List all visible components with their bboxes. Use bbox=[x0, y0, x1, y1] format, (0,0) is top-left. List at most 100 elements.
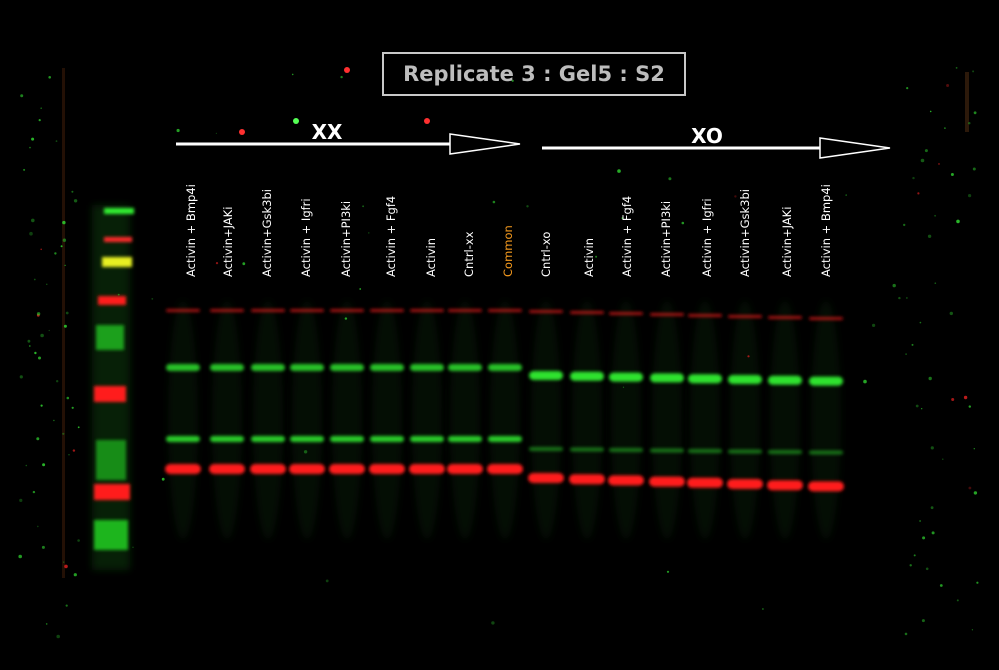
lane-label: Cntrl-xo bbox=[539, 231, 553, 277]
band bbox=[330, 309, 364, 312]
speckle bbox=[73, 573, 77, 577]
band bbox=[767, 480, 803, 491]
band bbox=[330, 436, 364, 442]
band bbox=[728, 449, 762, 454]
speckle bbox=[65, 604, 68, 607]
speckle bbox=[938, 163, 940, 165]
speckle bbox=[845, 194, 847, 196]
band bbox=[687, 477, 723, 488]
lane-label: Activin + Bmp4i bbox=[184, 184, 198, 277]
speckle bbox=[892, 283, 896, 288]
lane-label: Activin+PI3ki bbox=[659, 200, 673, 277]
speckle bbox=[927, 234, 932, 238]
speckle bbox=[368, 232, 370, 234]
band bbox=[768, 450, 802, 454]
speckle bbox=[949, 311, 953, 316]
speckle bbox=[53, 419, 55, 422]
lane-label: Activin bbox=[582, 238, 596, 277]
band bbox=[289, 464, 325, 474]
speckle bbox=[963, 395, 968, 400]
speckle bbox=[62, 432, 65, 435]
speckle bbox=[29, 231, 33, 236]
band bbox=[650, 313, 684, 316]
speckle bbox=[972, 167, 976, 171]
band bbox=[250, 464, 286, 474]
speckle bbox=[31, 137, 35, 141]
band bbox=[251, 309, 285, 312]
lane-label: Activin + Igfri bbox=[299, 198, 313, 277]
speckle bbox=[71, 406, 74, 409]
band bbox=[650, 373, 684, 383]
speckle bbox=[54, 252, 57, 255]
speckle bbox=[920, 158, 925, 163]
band bbox=[409, 464, 445, 474]
speckle bbox=[55, 140, 58, 143]
xx-arrow bbox=[176, 133, 521, 155]
speckle bbox=[944, 127, 946, 129]
speckle bbox=[40, 248, 42, 251]
speckle bbox=[906, 297, 908, 299]
speckle bbox=[38, 356, 41, 360]
speckle bbox=[46, 283, 48, 285]
speckle bbox=[71, 190, 74, 193]
speckle bbox=[930, 506, 934, 510]
band bbox=[210, 364, 244, 371]
speckle bbox=[617, 169, 621, 173]
lane-label: Activin+JAKi bbox=[780, 206, 794, 277]
speckle bbox=[63, 561, 65, 563]
speckle bbox=[951, 398, 955, 401]
speckle bbox=[747, 355, 750, 358]
speckle bbox=[62, 238, 67, 242]
band bbox=[166, 309, 200, 312]
lane-label: Activin bbox=[424, 238, 438, 277]
band bbox=[650, 448, 684, 453]
speckle bbox=[19, 375, 23, 379]
speckle bbox=[31, 218, 35, 223]
band bbox=[570, 311, 604, 314]
band bbox=[210, 436, 244, 442]
speckle bbox=[872, 323, 876, 327]
band bbox=[809, 376, 843, 386]
speckle bbox=[976, 581, 979, 584]
speckle bbox=[215, 132, 217, 134]
band bbox=[412, 300, 442, 540]
speckle bbox=[898, 296, 901, 300]
speckle bbox=[928, 376, 932, 381]
band bbox=[531, 300, 561, 540]
speckle bbox=[921, 408, 923, 410]
band bbox=[609, 448, 643, 452]
speckle bbox=[666, 570, 670, 573]
speckle bbox=[968, 486, 972, 490]
band bbox=[727, 479, 763, 489]
ladder-lane bbox=[92, 205, 134, 570]
band bbox=[528, 473, 564, 483]
speckle bbox=[340, 75, 343, 79]
band bbox=[529, 371, 563, 380]
band bbox=[728, 375, 762, 384]
speckle bbox=[956, 599, 959, 602]
background-speckles bbox=[18, 67, 979, 639]
membrane-edge-left bbox=[62, 68, 65, 578]
speckle bbox=[922, 536, 926, 540]
band bbox=[166, 436, 200, 442]
band bbox=[212, 300, 242, 540]
speckle bbox=[25, 464, 28, 467]
speckle bbox=[325, 579, 329, 583]
speckle bbox=[27, 339, 31, 343]
speckle bbox=[909, 564, 912, 567]
speckle bbox=[56, 634, 60, 639]
speckle bbox=[511, 79, 514, 82]
band bbox=[447, 464, 483, 474]
speckle bbox=[62, 220, 66, 225]
speckle bbox=[968, 405, 971, 408]
band bbox=[572, 300, 602, 540]
band bbox=[609, 312, 643, 315]
speckle bbox=[20, 94, 24, 98]
lane-label: Activin+Gsk3bi bbox=[738, 189, 752, 277]
band bbox=[372, 300, 402, 540]
speckle bbox=[37, 525, 39, 528]
speckle bbox=[72, 449, 76, 452]
figure-title: Replicate 3 : Gel5 : S2 bbox=[382, 52, 686, 96]
xo-arrow bbox=[542, 137, 891, 159]
band bbox=[688, 314, 722, 317]
